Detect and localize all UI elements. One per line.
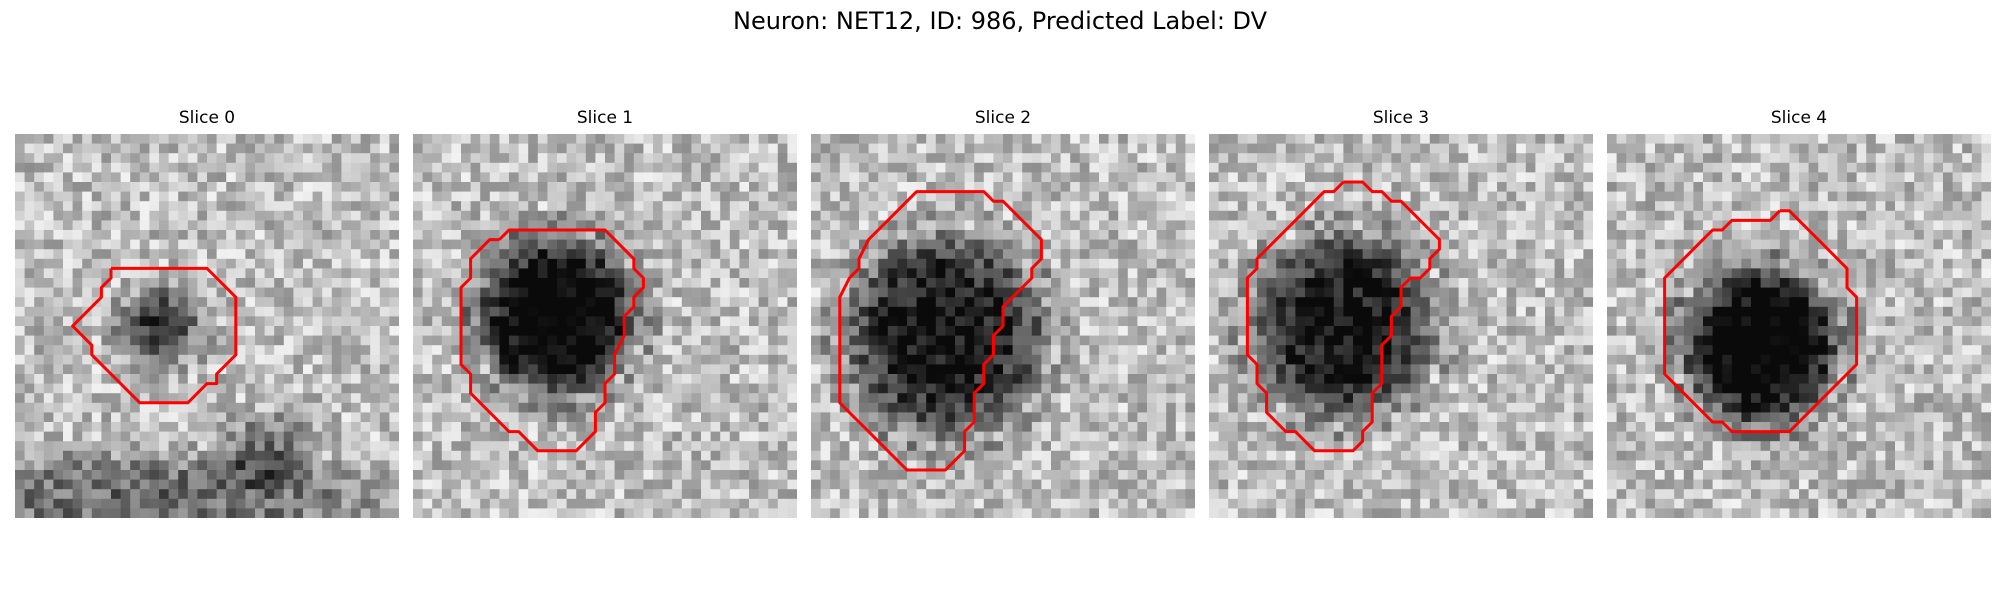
slice-title: Slice 3	[1372, 108, 1430, 128]
roi-contour	[71, 266, 238, 405]
slice-title: Slice 1	[576, 108, 634, 128]
roi-contour	[459, 228, 645, 453]
roi-contour	[1245, 180, 1441, 453]
slice-panel-1: Slice 1	[413, 108, 797, 518]
slice-image	[1209, 134, 1593, 518]
slice-panel-4: Slice 4	[1607, 108, 1991, 518]
slice-panel-0: Slice 0	[15, 108, 399, 518]
slice-image	[1607, 134, 1991, 518]
slice-image	[811, 134, 1195, 518]
slice-title: Slice 4	[1770, 108, 1828, 128]
slice-panel-3: Slice 3	[1209, 108, 1593, 518]
roi-contour	[838, 190, 1043, 472]
slice-title: Slice 0	[178, 108, 236, 128]
slice-image	[15, 134, 399, 518]
roi-contour	[1663, 209, 1859, 434]
figure-title: Neuron: NET12, ID: 986, Predicted Label:…	[732, 7, 1268, 35]
slice-image	[413, 134, 797, 518]
slice-title: Slice 2	[974, 108, 1032, 128]
slice-panel-2: Slice 2	[811, 108, 1195, 518]
